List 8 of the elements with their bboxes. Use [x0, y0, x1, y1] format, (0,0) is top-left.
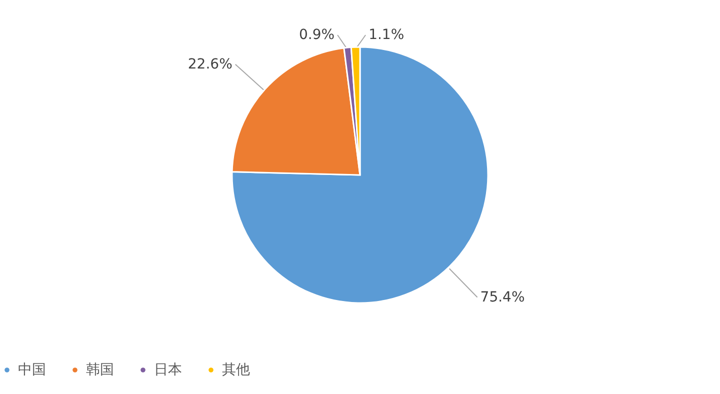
legend-label: 韩国	[86, 362, 114, 378]
data-label: 0.9%	[298, 27, 335, 43]
data-label: 1.1%	[368, 27, 404, 43]
legend-label: 其他	[222, 362, 250, 378]
legend-label: 日本	[154, 362, 182, 378]
data-label: 75.4%	[480, 289, 525, 306]
legend-label: 中国	[18, 362, 46, 378]
data-label: 22.6%	[188, 56, 232, 72]
